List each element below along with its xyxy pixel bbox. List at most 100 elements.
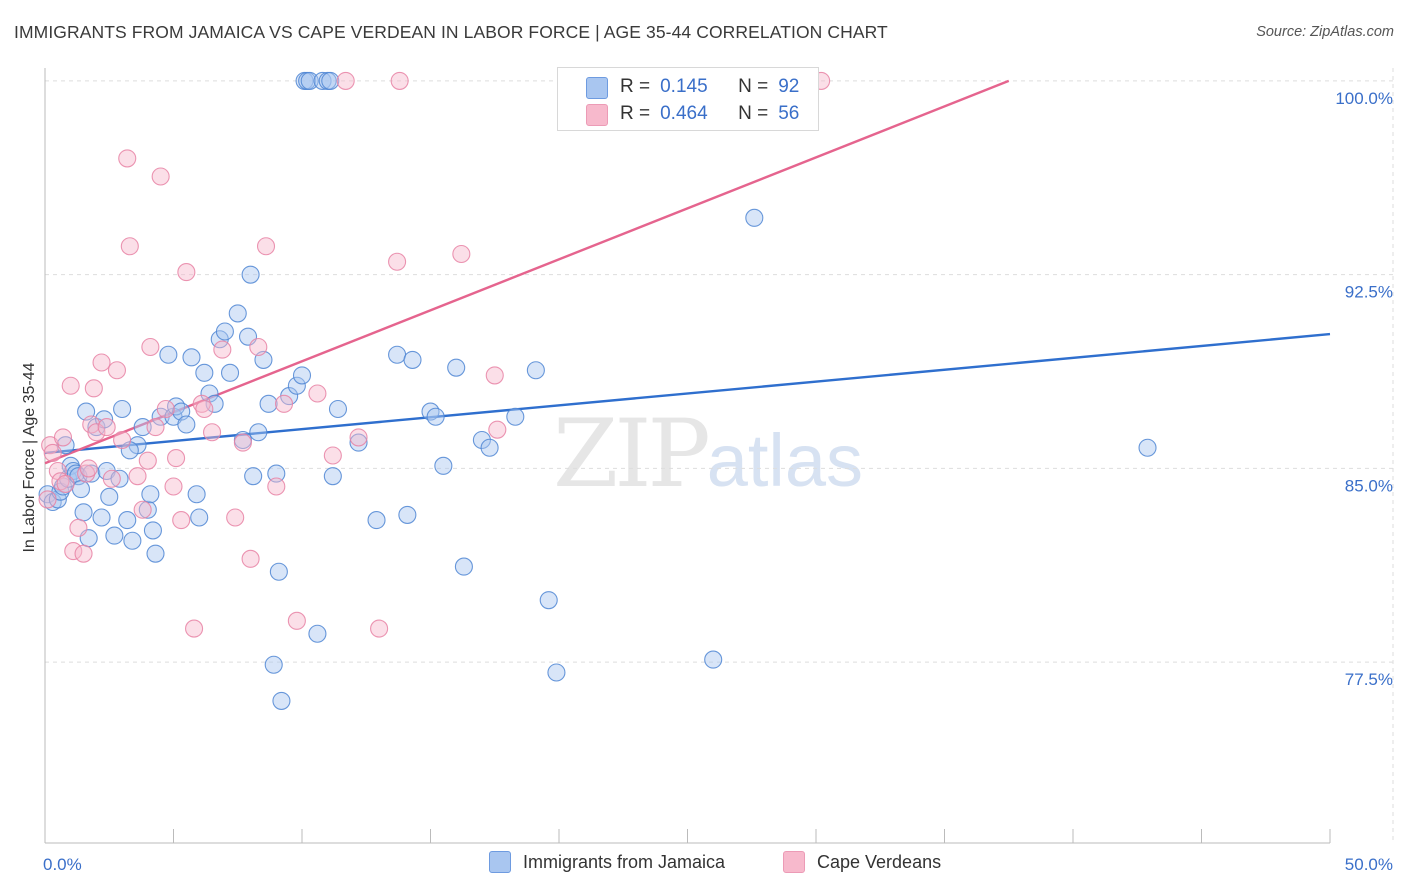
- trendline-capeverde: [44, 79, 1010, 465]
- point-capeverde: [336, 71, 355, 90]
- point-jamaica: [182, 348, 201, 367]
- point-jamaica: [323, 467, 342, 486]
- point-jamaica: [133, 418, 152, 437]
- bottom-legend-label-capeverde: Cape Verdeans: [817, 851, 942, 872]
- point-capeverde: [146, 418, 165, 437]
- point-jamaica: [426, 407, 445, 426]
- point-jamaica: [167, 397, 186, 416]
- legend-r-value-jamaica: 0.145: [660, 76, 708, 97]
- point-capeverde: [195, 399, 214, 419]
- legend-n-value-capeverde: 56: [778, 103, 800, 124]
- point-jamaica: [367, 511, 386, 530]
- point-jamaica: [190, 508, 209, 527]
- point-jamaica: [71, 480, 91, 499]
- point-jamaica: [195, 363, 214, 382]
- point-jamaica: [267, 464, 286, 483]
- point-jamaica: [264, 655, 283, 674]
- point-jamaica: [506, 407, 525, 426]
- point-capeverde: [69, 518, 88, 537]
- point-jamaica: [120, 441, 139, 460]
- point-jamaica: [313, 71, 332, 90]
- zipatlas-watermark: ZIPatlas: [553, 400, 863, 509]
- point-jamaica: [308, 624, 327, 643]
- point-capeverde: [56, 474, 75, 493]
- point-capeverde: [120, 237, 139, 256]
- point-jamaica: [321, 71, 340, 90]
- gridlines: [45, 68, 1394, 843]
- point-capeverde: [53, 428, 73, 447]
- point-capeverde: [323, 446, 342, 465]
- point-jamaica: [138, 500, 157, 519]
- point-capeverde: [390, 71, 409, 90]
- point-capeverde: [43, 443, 62, 462]
- point-capeverde: [226, 508, 245, 527]
- bottom-legend-swatch-blue: [489, 851, 511, 873]
- trendlines: [44, 79, 1331, 465]
- point-jamaica: [328, 399, 348, 419]
- point-jamaica: [398, 505, 417, 524]
- point-jamaica: [472, 430, 491, 450]
- legend-r-label: R =: [620, 103, 651, 124]
- point-capeverde: [128, 467, 147, 486]
- point-capeverde: [485, 366, 504, 385]
- point-capeverde: [177, 263, 196, 282]
- point-jamaica: [547, 663, 566, 682]
- point-jamaica: [526, 361, 545, 380]
- trendline-jamaica: [44, 332, 1331, 455]
- point-jamaica: [177, 415, 196, 434]
- bottom-legend-label-jamaica: Immigrants from Jamaica: [523, 851, 726, 872]
- point-jamaica: [403, 350, 422, 369]
- point-jamaica: [272, 691, 291, 710]
- point-jamaica: [220, 363, 240, 382]
- correlation-legend: R = 0.145 N = 92 R = 0.464 N = 56: [557, 67, 819, 131]
- point-jamaica: [349, 433, 368, 452]
- point-jamaica: [187, 485, 206, 504]
- point-capeverde: [287, 611, 306, 630]
- point-jamaica: [146, 544, 165, 563]
- point-jamaica: [118, 511, 137, 530]
- point-capeverde: [185, 619, 204, 638]
- point-capeverde: [64, 542, 83, 561]
- legend-swatch-pink: [586, 104, 608, 126]
- point-jamaica: [269, 562, 288, 581]
- point-jamaica: [745, 208, 764, 227]
- point-capeverde: [274, 394, 294, 413]
- point-capeverde: [256, 237, 276, 256]
- point-capeverde: [213, 340, 232, 359]
- point-capeverde: [192, 394, 211, 413]
- point-jamaica: [141, 485, 160, 504]
- point-capeverde: [151, 167, 170, 186]
- point-capeverde: [77, 464, 96, 483]
- legend-n-label: N =: [738, 76, 769, 97]
- watermark-atlas: atlas: [706, 419, 864, 502]
- point-capeverde: [452, 244, 471, 264]
- point-jamaica: [87, 418, 106, 437]
- point-jamaica: [143, 521, 162, 540]
- y-tick-label: 85.0%: [1345, 476, 1393, 495]
- point-jamaica: [205, 394, 224, 413]
- point-jamaica: [454, 557, 473, 576]
- data-points: [38, 71, 1157, 710]
- point-capeverde: [133, 500, 152, 519]
- point-jamaica: [92, 508, 111, 527]
- bottom-legend-capeverde: Cape Verdeans: [783, 851, 941, 873]
- point-capeverde: [167, 449, 186, 468]
- watermark-zip: ZIP: [553, 400, 711, 509]
- point-capeverde: [74, 544, 93, 563]
- point-jamaica: [113, 399, 132, 419]
- point-capeverde: [97, 418, 116, 437]
- legend-n-label: N =: [738, 103, 769, 124]
- point-jamaica: [241, 265, 260, 284]
- point-capeverde: [349, 428, 368, 447]
- point-capeverde: [141, 337, 160, 357]
- chart-title: IMMIGRANTS FROM JAMAICA VS CAPE VERDEAN …: [14, 22, 888, 42]
- point-jamaica: [480, 438, 499, 457]
- point-jamaica: [1138, 438, 1157, 457]
- point-capeverde: [249, 337, 268, 357]
- point-jamaica: [421, 402, 440, 421]
- legend-r-value-capeverde: 0.464: [660, 103, 708, 124]
- point-jamaica: [259, 394, 278, 413]
- legend-n-value-jamaica: 92: [778, 76, 800, 97]
- legend-r-label: R =: [620, 76, 651, 97]
- point-jamaica: [215, 322, 234, 341]
